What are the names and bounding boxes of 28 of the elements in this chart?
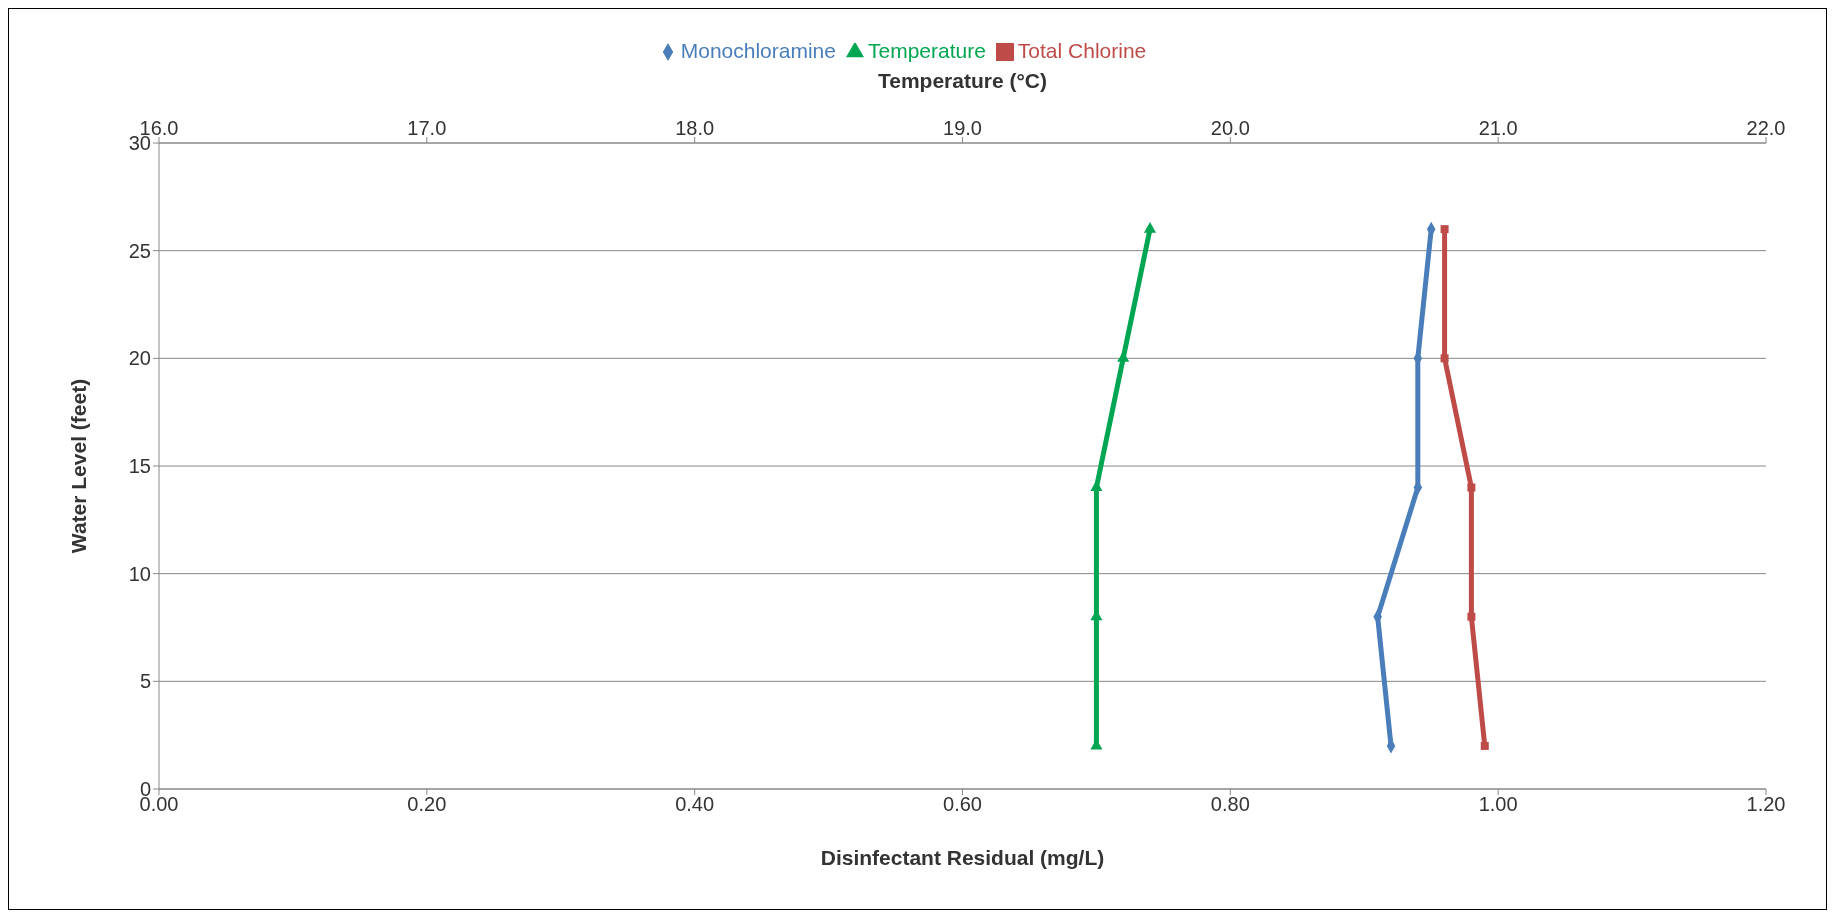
y-tick-label: 10	[128, 562, 151, 585]
x-tick-label: 1.00	[1478, 793, 1518, 816]
point	[1480, 741, 1489, 750]
y-tick-label: 25	[128, 239, 151, 262]
y-tick-label: 15	[128, 455, 151, 478]
point	[1440, 225, 1449, 234]
x-axis-title: Disinfectant Residual (mg/L)	[820, 846, 1105, 869]
x-tick-label: 1.20	[1746, 793, 1786, 816]
x-tick-label: 0.80	[1210, 793, 1250, 816]
legend-label: Monochloramine	[680, 39, 836, 62]
x-tick-label: 0.20	[407, 793, 447, 816]
y-tick-label: 5	[139, 670, 151, 693]
x2-tick-label: 21.0	[1478, 117, 1518, 139]
y-axis-title: Water Level (feet)	[67, 378, 91, 554]
x2-tick-label: 22.0	[1746, 117, 1786, 139]
legend-label: Total Chlorine	[1017, 39, 1147, 62]
x-tick-label: 0.40	[675, 793, 715, 816]
point	[1467, 483, 1476, 492]
legend-label: Temperature	[867, 39, 986, 62]
point	[1467, 612, 1476, 621]
x2-tick-label: 20.0	[1210, 117, 1250, 139]
x2-tick-label: 19.0	[943, 117, 982, 139]
x2-tick-label: 17.0	[407, 117, 447, 139]
x-tick-label: 0.60	[943, 793, 982, 816]
y-tick-label: 20	[128, 347, 151, 370]
x2-axis-title: Temperature (°C)	[877, 68, 1048, 92]
x2-tick-label: 18.0	[675, 117, 715, 139]
point	[1440, 354, 1449, 363]
